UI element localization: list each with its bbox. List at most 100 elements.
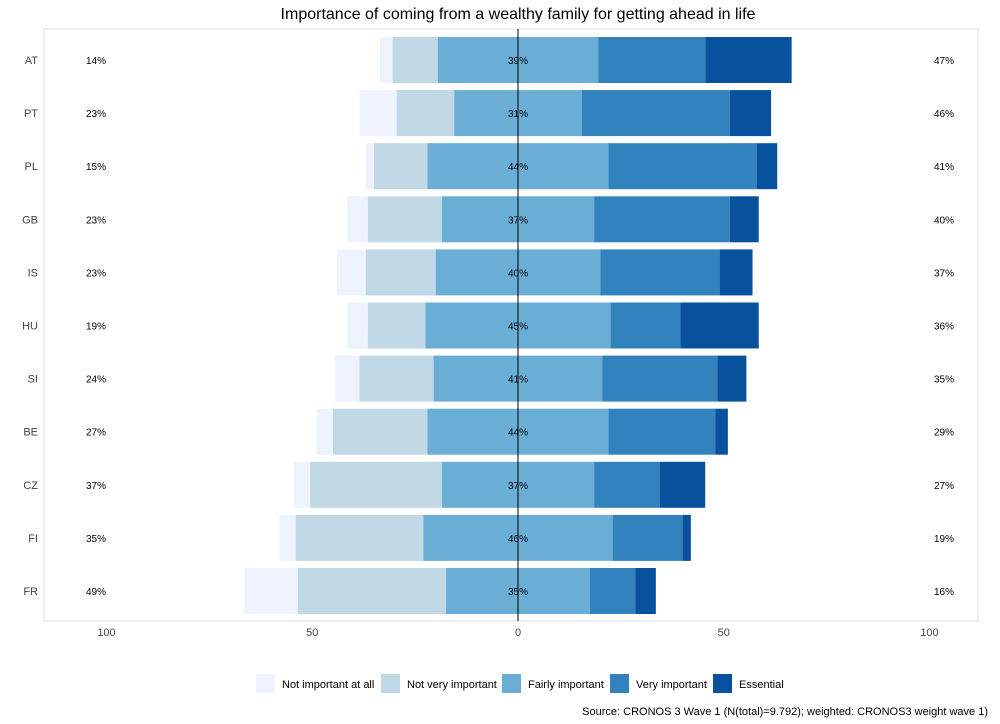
bar-hu-not-very-important xyxy=(367,302,426,349)
bar-is-not-important-at-all xyxy=(336,249,366,296)
bar-pl-very-important xyxy=(608,143,757,190)
center-label-hu: 45% xyxy=(508,322,528,333)
center-label-pl: 44% xyxy=(508,162,528,173)
plot-panel xyxy=(43,28,979,622)
y-label-hu: HU xyxy=(22,321,38,333)
center-label-gb: 37% xyxy=(508,215,528,226)
left-total-cz: 37% xyxy=(86,481,106,492)
left-total-pt: 23% xyxy=(86,109,106,120)
legend-swatch-not-very-important xyxy=(381,674,400,693)
center-label-pt: 31% xyxy=(508,109,528,120)
left-total-pl: 15% xyxy=(86,162,106,173)
x-tick-label: 0 xyxy=(515,627,521,639)
bar-cz-very-important xyxy=(594,461,660,508)
right-total-pt: 46% xyxy=(934,109,954,120)
bar-pl-not-very-important xyxy=(373,143,428,190)
legend-label-very-important: Very important xyxy=(636,679,707,691)
bar-at-not-important-at-all xyxy=(380,37,393,83)
left-total-si: 24% xyxy=(86,375,106,386)
bar-hu-essential xyxy=(680,302,759,349)
bar-fr-essential xyxy=(635,568,656,614)
left-total-fr: 49% xyxy=(86,587,106,598)
bar-hu-very-important xyxy=(610,302,681,349)
left-total-is: 23% xyxy=(86,268,106,279)
bar-be-very-important xyxy=(608,408,716,455)
right-total-gb: 40% xyxy=(934,215,954,226)
right-total-fi: 19% xyxy=(934,534,954,545)
bar-cz-essential xyxy=(659,461,706,508)
bar-pl-essential xyxy=(756,143,778,190)
legend-swatch-not-important-at-all xyxy=(256,674,275,693)
left-total-at: 14% xyxy=(86,56,106,67)
bar-si-not-very-important xyxy=(359,355,434,402)
bar-fi-very-important xyxy=(612,514,683,561)
chart-title: Importance of coming from a wealthy fami… xyxy=(281,6,756,23)
bar-at-very-important xyxy=(598,37,706,83)
y-label-gb: GB xyxy=(22,214,38,226)
legend-label-essential: Essential xyxy=(739,679,784,691)
bar-si-essential xyxy=(717,355,747,402)
x-axis: 100 50 0 50 100 xyxy=(97,627,938,639)
bar-hu-not-important-at-all xyxy=(347,302,368,349)
right-total-be: 29% xyxy=(934,428,954,439)
bar-is-essential xyxy=(719,249,753,296)
left-total-fi: 35% xyxy=(86,534,106,545)
right-total-cz: 27% xyxy=(934,481,954,492)
center-label-be: 44% xyxy=(508,428,528,439)
right-total-fr: 16% xyxy=(934,587,954,598)
x-tick-label: 100 xyxy=(920,627,938,639)
right-total-si: 35% xyxy=(934,375,954,386)
right-total-at: 47% xyxy=(934,56,954,67)
bar-fr-not-important-at-all xyxy=(244,568,298,614)
bar-is-not-very-important xyxy=(365,249,436,296)
center-label-is: 40% xyxy=(508,268,528,279)
y-label-be: BE xyxy=(23,427,38,439)
bar-pt-not-important-at-all xyxy=(359,90,397,137)
bar-fr-very-important xyxy=(590,568,636,614)
bar-fi-not-very-important xyxy=(295,514,424,561)
right-total-pl: 41% xyxy=(934,162,954,173)
y-label-cz: CZ xyxy=(23,480,38,492)
bar-be-essential xyxy=(715,408,728,455)
y-label-is: IS xyxy=(28,267,38,279)
right-total-is: 37% xyxy=(934,268,954,279)
legend-swatch-essential xyxy=(713,674,732,693)
x-tick-label: 100 xyxy=(97,627,115,639)
right-total-hu: 36% xyxy=(934,322,954,333)
bar-fi-not-important-at-all xyxy=(279,514,296,561)
center-label-at: 39% xyxy=(508,56,528,67)
left-total-hu: 19% xyxy=(86,322,106,333)
bar-cz-not-very-important xyxy=(310,461,442,508)
labels-layer: AT 14% 39% 47% PT 23% 31% 46% PL 15% 44% 41% GB 23% 37… xyxy=(22,55,954,598)
bar-pt-not-very-important xyxy=(396,90,455,137)
legend: Not important at all Not very important Fa… xyxy=(256,674,784,693)
bar-si-not-important-at-all xyxy=(334,355,360,402)
bar-cz-not-important-at-all xyxy=(293,461,311,508)
y-label-si: SI xyxy=(28,374,38,386)
bar-fi-essential xyxy=(682,514,691,561)
y-label-fr: FR xyxy=(23,586,38,598)
legend-label-fairly-important: Fairly important xyxy=(528,679,604,691)
bar-be-not-important-at-all xyxy=(316,408,333,455)
center-label-si: 41% xyxy=(508,375,528,386)
y-label-at: AT xyxy=(25,55,39,67)
y-label-pl: PL xyxy=(25,161,38,173)
bar-at-not-very-important xyxy=(392,37,438,83)
y-label-pt: PT xyxy=(24,108,38,120)
legend-label-not-very-important: Not very important xyxy=(407,679,497,691)
bar-pl-not-important-at-all xyxy=(365,143,374,190)
bar-be-not-very-important xyxy=(332,408,428,455)
legend-swatch-very-important xyxy=(610,674,629,693)
left-total-be: 27% xyxy=(86,428,106,439)
bar-gb-not-very-important xyxy=(367,196,442,243)
center-label-cz: 37% xyxy=(508,481,528,492)
bar-is-very-important xyxy=(600,249,720,296)
center-label-fr: 35% xyxy=(508,587,528,598)
caption: Source: CRONOS 3 Wave 1 (N(total)=9.792)… xyxy=(582,706,988,718)
bar-pt-very-important xyxy=(581,90,730,137)
center-label-fi: 46% xyxy=(508,534,528,545)
y-label-fi: FI xyxy=(28,533,38,545)
bar-fr-not-very-important xyxy=(297,568,446,614)
bar-gb-very-important xyxy=(594,196,730,243)
bar-si-very-important xyxy=(602,355,718,402)
